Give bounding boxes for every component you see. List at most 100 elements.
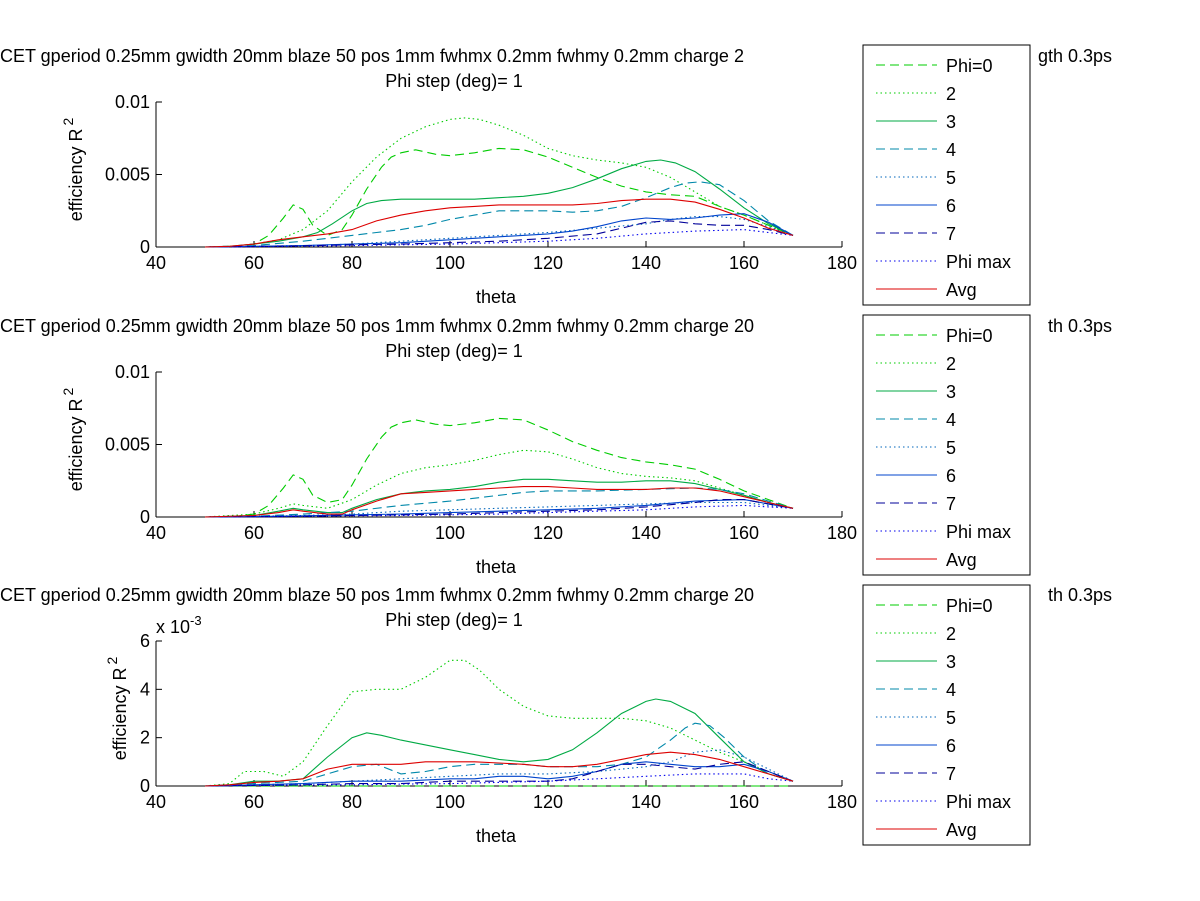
y-tick-label: 0 (140, 507, 150, 527)
legend-label: 6 (946, 196, 956, 216)
y-axis-label-sup: 2 (104, 657, 120, 665)
legend-label: 3 (946, 652, 956, 672)
y-tick-label: 0.01 (115, 92, 150, 112)
x-tick-label: 120 (533, 792, 563, 812)
x-tick-label: 60 (244, 253, 264, 273)
x-axis-label: theta (476, 557, 517, 577)
series-line-5 (204, 501, 794, 518)
series-line-3 (204, 478, 794, 518)
y-axis-label: efficiency R 2 (104, 657, 130, 761)
x-tick-label: 140 (631, 792, 661, 812)
x-tick-label: 140 (631, 253, 661, 273)
y-tick-label: 0 (140, 776, 150, 796)
y-axis-label: efficiency R 2 (60, 388, 86, 492)
x-axis-label: theta (476, 826, 517, 846)
legend-box (862, 44, 1031, 306)
legend-label: 2 (946, 84, 956, 104)
series-line-8 (204, 504, 794, 518)
legend-label: Phi max (946, 522, 1011, 542)
legend-label: 4 (946, 410, 956, 430)
legend-label: Avg (946, 820, 977, 840)
x-tick-label: 40 (146, 253, 166, 273)
x-tick-label: 160 (729, 253, 759, 273)
y-axis-label-text: efficiency R (110, 668, 130, 761)
legend-label: 7 (946, 764, 956, 784)
legend-label: 3 (946, 382, 956, 402)
chart-subtitle: Phi step (deg)= 1 (385, 610, 523, 630)
legend: Phi=0 2 3 4 5 6 7 Phi max Avg (862, 584, 1031, 846)
legend-box (862, 314, 1031, 576)
x-tick-label: 80 (342, 523, 362, 543)
series-line-1 (205, 417, 794, 518)
legend-label: Avg (946, 550, 977, 570)
chart-panel-3: 40 60 80 100 120 140 160 180 0 2 4 6 x 10-3 CET gperi… (0, 584, 1112, 846)
x-axis-label: theta (476, 287, 517, 307)
y-exponent-base: x 10 (156, 617, 190, 637)
legend-label: 3 (946, 112, 956, 132)
series-line-8 (204, 229, 794, 248)
legend: Phi=0 2 3 4 5 6 7 Phi max Avg (862, 44, 1031, 306)
legend-label: Phi max (946, 792, 1011, 812)
x-tick-label: 100 (435, 523, 465, 543)
legend-label: 5 (946, 168, 956, 188)
legend-label: Phi max (946, 252, 1011, 272)
chart-subtitle: Phi step (deg)= 1 (385, 71, 523, 91)
x-tick-label: 80 (342, 792, 362, 812)
x-tick-label: 180 (827, 523, 857, 543)
legend-label: 2 (946, 624, 956, 644)
legend-label: Avg (946, 280, 977, 300)
y-tick-label: 2 (140, 728, 150, 748)
chart-title-tail: th 0.3ps (1048, 585, 1112, 605)
y-exponent-power: -3 (190, 613, 202, 628)
x-tick-label: 180 (827, 792, 857, 812)
series-line-3 (204, 159, 794, 248)
x-tick-label: 60 (244, 792, 264, 812)
series-line-2 (204, 449, 794, 518)
y-axis-label-sup: 2 (60, 388, 76, 396)
legend-label: 7 (946, 224, 956, 244)
chart-title: CET gperiod 0.25mm gwidth 20mm blaze 50 … (0, 585, 754, 605)
y-tick-label: 0.005 (105, 165, 150, 185)
series-line-7 (204, 499, 794, 518)
x-tick-label: 120 (533, 523, 563, 543)
chart-title-tail: gth 0.3ps (1038, 46, 1112, 66)
legend-label: 5 (946, 708, 956, 728)
legend: Phi=0 2 3 4 5 6 7 Phi max Avg (862, 314, 1031, 576)
legend-label: 2 (946, 354, 956, 374)
legend-label: 7 (946, 494, 956, 514)
y-tick-label: 0.005 (105, 435, 150, 455)
x-tick-label: 160 (729, 523, 759, 543)
y-axis-label-text: efficiency R (66, 399, 86, 492)
y-axis-label-text: efficiency R (66, 129, 86, 222)
legend-label: Phi=0 (946, 596, 993, 616)
series-line-9 (204, 751, 794, 787)
x-tick-label: 160 (729, 792, 759, 812)
series-line-4 (204, 181, 794, 248)
chart-title: CET gperiod 0.25mm gwidth 20mm blaze 50 … (0, 316, 754, 336)
legend-box (862, 584, 1031, 846)
x-tick-label: 100 (435, 792, 465, 812)
legend-label: 5 (946, 438, 956, 458)
legend-label: Phi=0 (946, 326, 993, 346)
series-line-4 (204, 722, 794, 787)
x-tick-label: 80 (342, 253, 362, 273)
series-line-8 (204, 773, 794, 787)
chart-title: CET gperiod 0.25mm gwidth 20mm blaze 50 … (0, 46, 744, 66)
x-tick-label: 60 (244, 523, 264, 543)
series-line-9 (204, 198, 794, 248)
legend-label: 6 (946, 466, 956, 486)
chart-panel-1: 40 60 80 100 120 140 160 180 0 0.005 0.01 CET gperi… (0, 44, 1112, 307)
y-tick-label: 0.01 (115, 362, 150, 382)
series-line-7 (204, 220, 794, 248)
legend-label: 4 (946, 680, 956, 700)
series-line-6 (204, 761, 794, 787)
x-tick-label: 180 (827, 253, 857, 273)
chart-title-tail: th 0.3ps (1048, 316, 1112, 336)
y-exponent-label: x 10-3 (156, 613, 202, 637)
x-tick-label: 140 (631, 523, 661, 543)
x-tick-label: 40 (146, 792, 166, 812)
series-line-6 (204, 213, 794, 248)
x-tick-label: 40 (146, 523, 166, 543)
y-tick-label: 6 (140, 631, 150, 651)
